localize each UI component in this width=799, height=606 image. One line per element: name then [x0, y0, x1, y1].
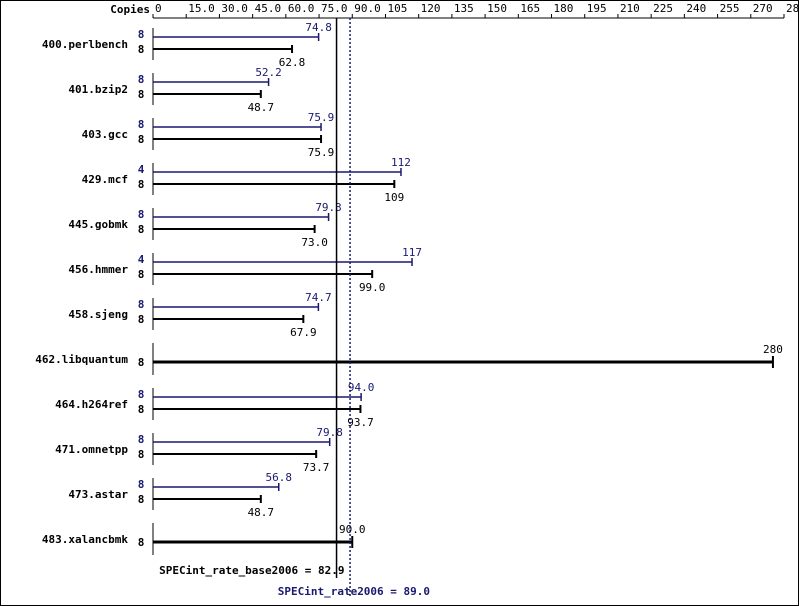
x-tick-label: 165 — [520, 2, 540, 15]
base-value-label: 109 — [384, 191, 404, 204]
benchmark-name: 458.sjeng — [68, 308, 128, 321]
peak-summary-label: SPECint_rate2006 = 89.0 — [278, 585, 430, 598]
peak-copies-count: 8 — [138, 433, 145, 446]
x-tick-label: 0 — [155, 2, 162, 15]
peak-value-label: 52.2 — [255, 66, 282, 79]
x-tick-label: 180 — [554, 2, 574, 15]
value-label: 280 — [763, 343, 783, 356]
base-copies-count: 8 — [138, 88, 145, 101]
benchmark-name: 473.astar — [68, 488, 128, 501]
base-copies-count: 8 — [138, 43, 145, 56]
base-copies-count: 8 — [138, 313, 145, 326]
base-copies-count: 8 — [138, 403, 145, 416]
peak-value-label: 74.8 — [305, 21, 332, 34]
base-value-label: 67.9 — [290, 326, 317, 339]
benchmark-name: 445.gobmk — [68, 218, 128, 231]
peak-value-label: 56.8 — [266, 471, 293, 484]
copies-count: 8 — [138, 536, 145, 549]
reference-lines: SPECint_rate_base2006 = 82.9 SPECint_rate… — [159, 18, 430, 598]
peak-value-label: 79.8 — [316, 426, 343, 439]
x-tick-label: 150 — [487, 2, 507, 15]
peak-copies-count: 4 — [138, 163, 145, 176]
peak-value-label: 79.3 — [315, 201, 342, 214]
base-value-label: 73.0 — [301, 236, 328, 249]
peak-value-label: 74.7 — [305, 291, 332, 304]
x-tick-label: 270 — [753, 2, 773, 15]
x-tick-label: 90.0 — [354, 2, 381, 15]
peak-value-label: 94.0 — [348, 381, 375, 394]
value-label: 90.0 — [339, 523, 366, 536]
benchmark-name: 471.omnetpp — [55, 443, 128, 456]
base-value-label: 73.7 — [303, 461, 330, 474]
x-tick-label: 30.0 — [221, 2, 248, 15]
peak-copies-count: 8 — [138, 118, 145, 131]
peak-value-label: 112 — [391, 156, 411, 169]
base-value-label: 93.7 — [347, 416, 374, 429]
base-copies-count: 8 — [138, 493, 145, 506]
x-tick-label: 210 — [620, 2, 640, 15]
benchmark-name: 456.hmmer — [68, 263, 128, 276]
x-tick-label: 75.0 — [321, 2, 348, 15]
peak-copies-count: 8 — [138, 28, 145, 41]
peak-copies-count: 8 — [138, 388, 145, 401]
benchmark-name: 483.xalancbmk — [42, 533, 128, 546]
base-copies-count: 8 — [138, 448, 145, 461]
peak-copies-count: 8 — [138, 478, 145, 491]
x-tick-label: 120 — [421, 2, 441, 15]
peak-value-label: 117 — [402, 246, 422, 259]
base-value-label: 75.9 — [308, 146, 335, 159]
benchmark-name: 403.gcc — [82, 128, 128, 141]
x-tick-label: 135 — [454, 2, 474, 15]
benchmark-name: 462.libquantum — [35, 353, 128, 366]
benchmark-rows: 400.perlbench874.8862.8401.bzip2852.2848… — [35, 21, 783, 555]
benchmark-name: 429.mcf — [82, 173, 128, 186]
x-tick-label: 15.0 — [188, 2, 215, 15]
x-tick-label: 255 — [720, 2, 740, 15]
base-value-label: 48.7 — [248, 101, 275, 114]
x-axis-ticks: 0 15.0 30.0 45.0 60.0 75.0 90.0 105 120 135 150 165… — [152, 2, 799, 18]
x-tick-label: 45.0 — [255, 2, 282, 15]
base-value-label: 48.7 — [248, 506, 275, 519]
base-value-label: 62.8 — [279, 56, 306, 69]
benchmark-name: 401.bzip2 — [68, 83, 128, 96]
x-tick-label: 105 — [387, 2, 407, 15]
peak-copies-count: 8 — [138, 73, 145, 86]
copies-count: 8 — [138, 356, 145, 369]
benchmark-name: 400.perlbench — [42, 38, 128, 51]
base-value-label: 99.0 — [359, 281, 386, 294]
x-tick-label: 195 — [587, 2, 607, 15]
peak-copies-count: 8 — [138, 298, 145, 311]
benchmark-name: 464.h264ref — [55, 398, 128, 411]
x-tick-label: 225 — [653, 2, 673, 15]
x-tick-label: 60.0 — [288, 2, 315, 15]
base-copies-count: 8 — [138, 178, 145, 191]
peak-copies-count: 4 — [138, 253, 145, 266]
x-tick-label: 285 — [786, 2, 799, 15]
peak-value-label: 75.9 — [308, 111, 335, 124]
base-summary-label: SPECint_rate_base2006 = 82.9 — [159, 564, 344, 577]
peak-copies-count: 8 — [138, 208, 145, 221]
base-copies-count: 8 — [138, 223, 145, 236]
x-tick-label: 240 — [686, 2, 706, 15]
base-copies-count: 8 — [138, 133, 145, 146]
copies-header: Copies — [110, 3, 150, 16]
base-copies-count: 8 — [138, 268, 145, 281]
